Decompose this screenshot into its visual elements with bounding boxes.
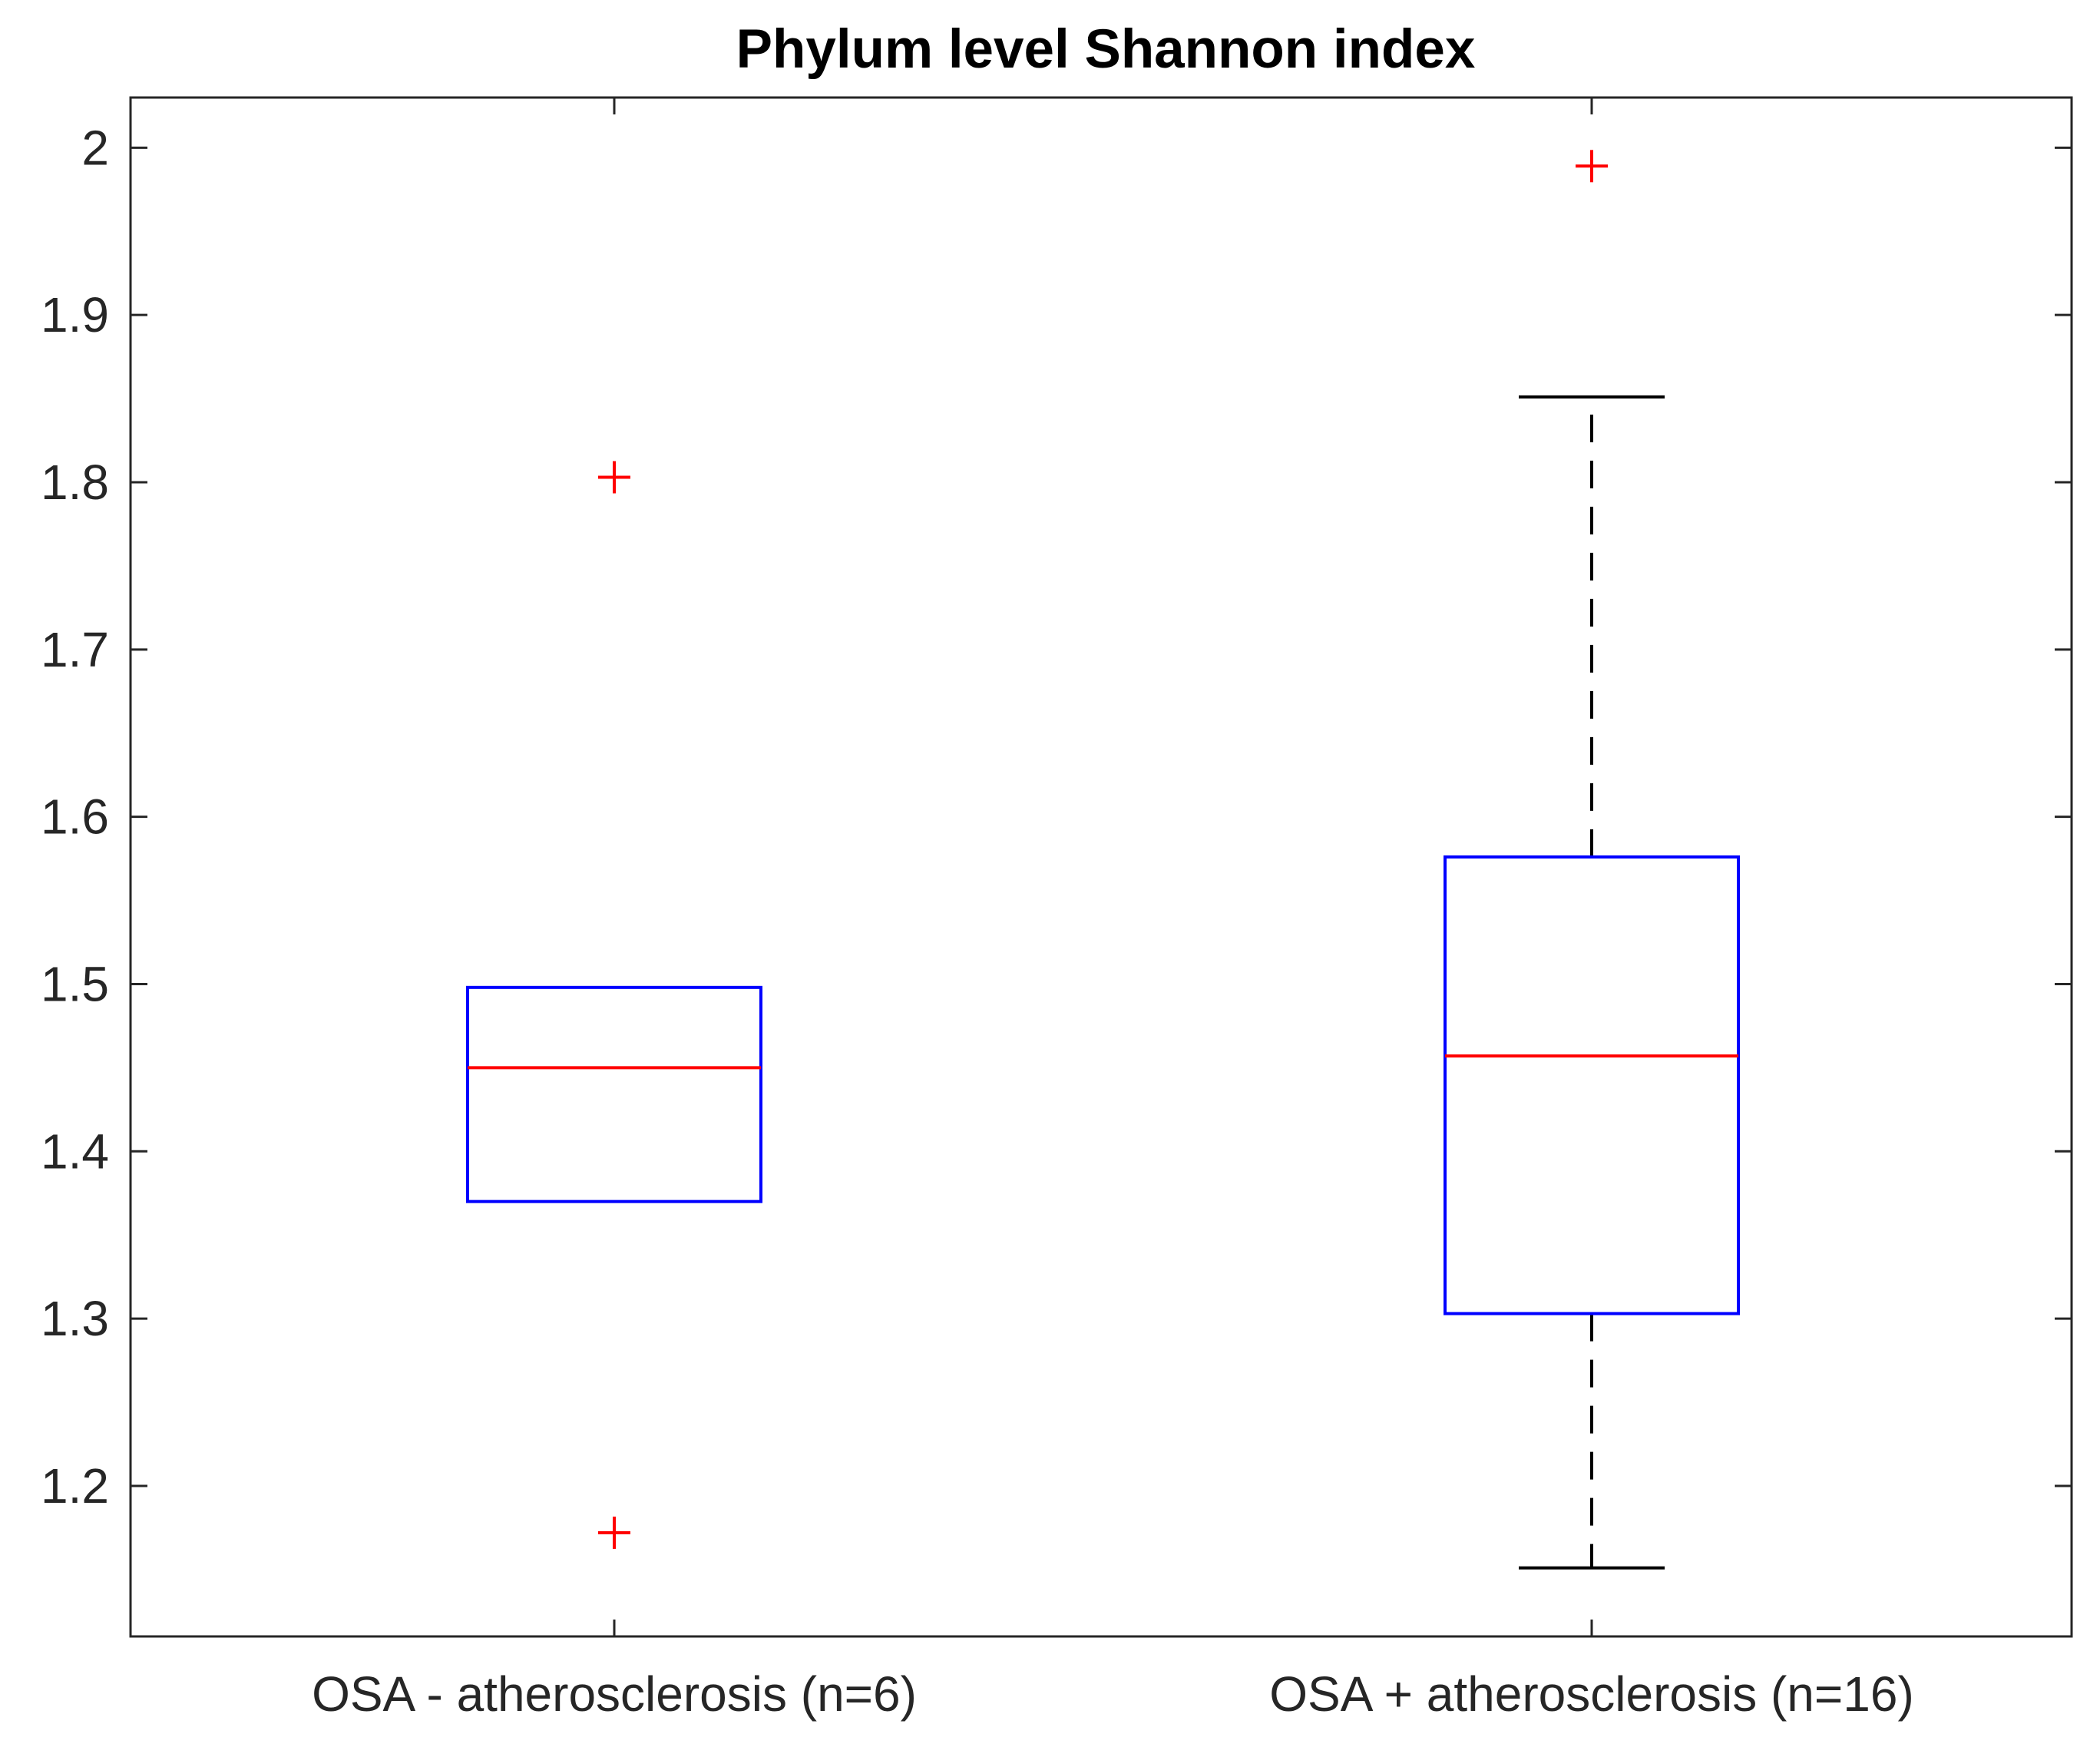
outlier-marker [598,1516,630,1549]
x-category-label: OSA - atherosclerosis (n=6) [312,1666,917,1722]
plot-frame [129,96,2073,1638]
box-series [466,150,1740,1570]
y-tick-label: 1.8 [41,455,109,510]
y-tick-label: 1.6 [41,789,109,845]
box-group [1444,150,1740,1570]
y-tick-label: 1.7 [41,622,109,677]
y-tick-label: 2 [81,120,109,175]
outlier-marker [598,461,630,494]
x-category-label: OSA + atherosclerosis (n=16) [1269,1666,1914,1722]
y-tick-label: 1.2 [41,1458,109,1514]
axis-ticks: 1.2 1.3 1.4 1.5 1.6 1.7 1.8 1.9 2 OSA - atheroscl… [41,98,2072,1722]
iqr-box [466,985,762,1203]
y-tick-label: 1.9 [41,287,109,342]
y-tick-label: 1.3 [41,1291,109,1346]
y-tick-label: 1.5 [41,956,109,1011]
iqr-box [1444,855,1740,1315]
outlier-marker [1576,150,1608,183]
chart-title: Phylum level Shannon index [736,19,1476,80]
y-tick-label: 1.4 [41,1123,109,1179]
box-group [466,461,762,1549]
